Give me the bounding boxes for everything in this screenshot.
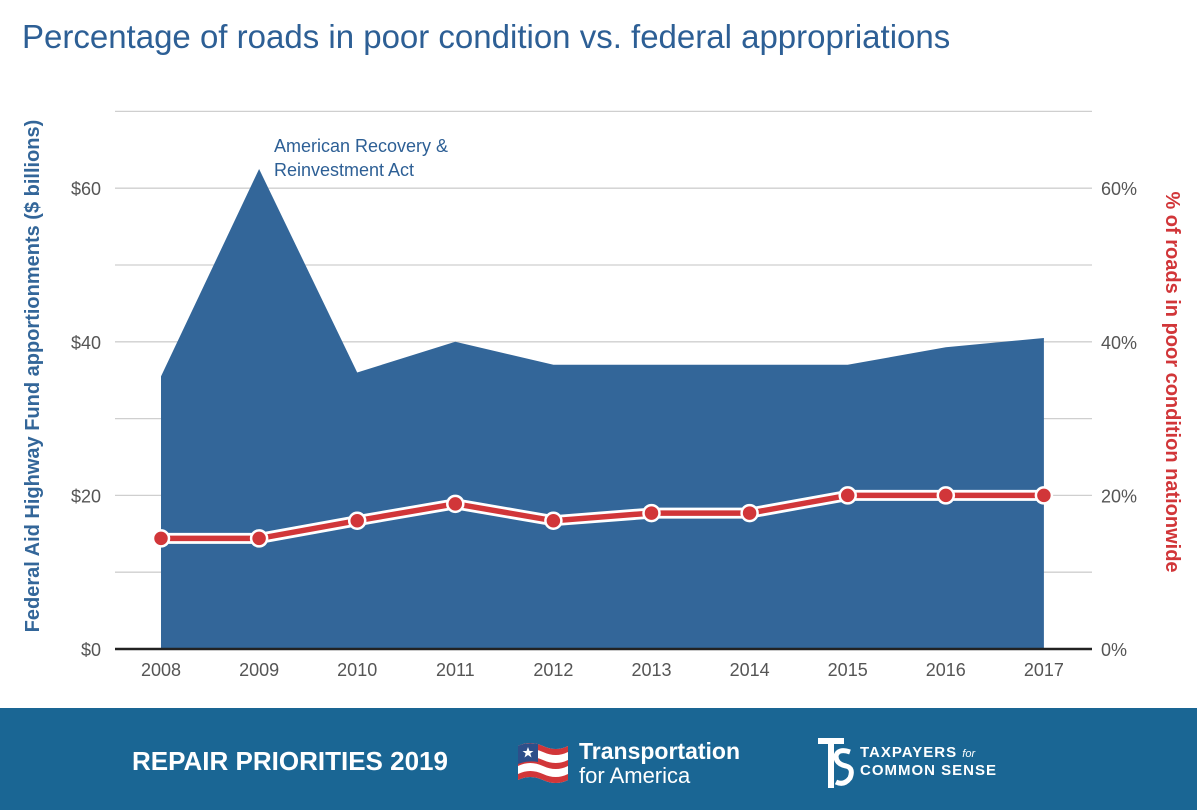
- line-series: [155, 489, 1050, 544]
- left-tick-label: $0: [81, 640, 101, 660]
- transportation-logo-sub: for America: [579, 763, 691, 788]
- area-fill: [161, 169, 1044, 649]
- chart-title: Percentage of roads in poor condition vs…: [22, 18, 951, 55]
- left-tick-label: $40: [71, 333, 101, 353]
- transportation-logo-name: Transportation: [579, 738, 741, 764]
- right-tick-label: 0%: [1101, 640, 1127, 660]
- line-point-2011: [446, 494, 465, 514]
- right-tick-label: 40%: [1101, 333, 1137, 353]
- left-axis-ticks: $0 $20 $40 $60: [71, 179, 101, 660]
- taxpayers-for-common-sense-logo: TAXPAYERS for COMMON SENSE: [816, 736, 1016, 792]
- x-tick-label: 2008: [141, 660, 181, 680]
- x-tick-label: 2011: [436, 660, 475, 680]
- y-axis-left-label: Federal Aid Highway Fund apportionments …: [22, 120, 44, 633]
- line-point-2015: [838, 486, 857, 505]
- taxpayers-for-word: for: [962, 748, 976, 760]
- flag-icon: [518, 743, 568, 783]
- annotation-line: Reinvestment Act: [274, 160, 414, 180]
- annotation: American Recovery & Reinvestment Act: [274, 136, 448, 180]
- right-tick-label: 20%: [1101, 486, 1137, 506]
- x-tick-label: 2013: [631, 660, 671, 680]
- taxpayers-logo-line2: COMMON SENSE: [860, 762, 998, 779]
- line-point-2013: [642, 503, 661, 523]
- x-tick-label: 2017: [1024, 660, 1064, 680]
- taxpayers-word: TAXPAYERS: [860, 744, 958, 761]
- tcs-mark-icon: [818, 738, 854, 788]
- x-tick-label: 2009: [239, 660, 279, 680]
- line-point-2012: [544, 511, 563, 530]
- left-tick-label: $60: [71, 179, 101, 199]
- right-tick-label: 60%: [1101, 179, 1137, 199]
- area-series: [161, 169, 1044, 649]
- line-point-2017: [1034, 486, 1054, 505]
- y-axis-right-label: % of roads in poor condition nationwide: [1161, 191, 1183, 572]
- line-point-2010: [347, 511, 367, 530]
- annotation-line: American Recovery &: [274, 136, 448, 156]
- line-point-2016: [936, 486, 956, 505]
- right-axis-ticks: 0% 20% 40% 60%: [1101, 179, 1137, 660]
- x-tick-label: 2015: [828, 660, 868, 680]
- transportation-for-america-logo: Transportation for America: [516, 738, 756, 790]
- left-tick-label: $20: [71, 486, 101, 506]
- x-axis-ticks: 2008 2009 2010 2011 2012 2013 2014 2015 2016 2017: [141, 660, 1064, 680]
- x-tick-label: 2016: [926, 660, 966, 680]
- taxpayers-logo-line1: TAXPAYERS for: [860, 744, 975, 761]
- chart: $0 $20 $40 $60 0% 20% 40% 60% 2008 2009 2010 2011…: [22, 110, 1183, 680]
- x-tick-label: 2010: [337, 660, 377, 680]
- line-path: [158, 492, 1047, 542]
- line-point-2014: [740, 503, 759, 523]
- line-point-2008: [151, 529, 171, 548]
- x-tick-label: 2014: [730, 660, 770, 680]
- footer-banner: REPAIR PRIORITIES 2019 Transportation fo…: [0, 708, 1197, 810]
- line-points: [151, 486, 1054, 548]
- footer-title: REPAIR PRIORITIES 2019: [132, 746, 448, 776]
- x-tick-label: 2012: [533, 660, 573, 680]
- line-point-2009: [249, 529, 269, 548]
